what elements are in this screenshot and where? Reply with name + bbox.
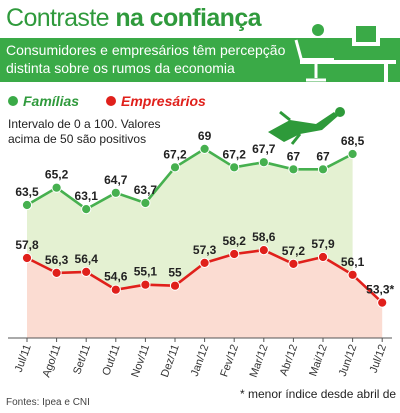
familias-point (140, 197, 151, 209)
x-tick-label: Dez/11 (159, 343, 182, 379)
empresarios-value-label: 57,8 (15, 238, 39, 252)
empresarios-point (81, 266, 92, 277)
flying-person-illustration (268, 107, 345, 145)
empresarios-value-label: 58,6 (252, 230, 276, 244)
empresarios-point (258, 245, 269, 256)
x-tick-label: Out/11 (100, 343, 122, 377)
empresarios-value-label: 53,3* (366, 283, 394, 297)
empresarios-point (169, 280, 181, 291)
familias-value-label: 67,2 (163, 147, 187, 161)
familias-value-label: 67,7 (252, 142, 276, 156)
legend-label-empresarios: Empresários (121, 93, 206, 109)
legend: Famílias Empresários (8, 93, 206, 109)
legend-label-familias: Famílias (23, 93, 79, 109)
familias-value-label: 63,7 (134, 183, 158, 197)
familias-value-label: 63,1 (75, 189, 99, 203)
title-part-bold: na confiança (115, 4, 261, 32)
familias-point (21, 199, 33, 211)
empresarios-value-label: 58,2 (223, 234, 247, 248)
x-tick-label: Jun/12 (337, 343, 360, 378)
empresarios-value-label: 54,6 (104, 270, 128, 284)
empresarios-value-label: 57,9 (311, 237, 335, 251)
page-title: Contraste na confiança (6, 4, 262, 33)
title-part-regular: Contraste (6, 4, 116, 32)
empresarios-point (347, 269, 358, 280)
familias-point (81, 204, 92, 215)
chart-note-line-2: acima de 50 são positivos (8, 132, 146, 146)
familias-value-label: 64,7 (104, 173, 128, 187)
x-tick-label: Mai/12 (307, 343, 330, 378)
familias-value-label: 68,5 (341, 134, 365, 148)
subtitle-line-2: distinta sobre os rumos da economia (6, 60, 235, 76)
familias-value-label: 63,5 (15, 185, 39, 199)
empresarios-point (317, 251, 329, 263)
empresarios-value-label: 56,1 (341, 255, 365, 269)
x-tick-label: Jul/11 (13, 343, 34, 374)
empresarios-value-label: 55 (168, 266, 182, 280)
familias-point (51, 182, 62, 193)
legend-swatch-familias (8, 96, 18, 106)
familias-value-label: 65,2 (45, 168, 69, 182)
series-empresarios: 57,8 56,3 56,4 54,6 55,1 55 57,3 58,2 58,6 57,2 57… (15, 230, 395, 338)
x-tick-label: Ago/11 (40, 343, 63, 379)
source: Fontes: Ipea e CNI (6, 397, 90, 408)
familias-point (229, 162, 240, 173)
empresarios-value-label: 57,2 (282, 244, 306, 258)
familias-value-label: 67,2 (223, 147, 247, 161)
empresarios-point (229, 248, 240, 260)
x-tick-label: Jan/12 (189, 343, 212, 378)
empresarios-value-label: 56,3 (45, 253, 69, 267)
x-axis: Jul/11 Ago/11 Set/11 Out/11 Nov/11 Dez/11 Jan/… (8, 337, 392, 379)
familias-value-label: 69 (198, 129, 212, 143)
empresarios-point (288, 258, 299, 269)
empresarios-value-label: 57,3 (193, 243, 217, 257)
x-tick-label: Fev/12 (218, 343, 241, 379)
familias-value-label: 67 (316, 149, 330, 163)
familias-value-label: 67 (287, 149, 301, 163)
office-desk-illustration (294, 22, 396, 82)
empresarios-value-label: 55,1 (134, 265, 158, 279)
empresarios-point (51, 267, 62, 278)
subtitle: Consumidores e empresários têm percepção… (6, 41, 306, 77)
familias-point (110, 187, 121, 198)
x-tick-label: Jul/12 (368, 343, 389, 375)
x-tick-label: Nov/11 (129, 343, 152, 379)
chart-note-line-1: Intervalo de 0 a 100. Valores (8, 117, 161, 131)
empresarios-point (21, 252, 33, 264)
familias-point (199, 143, 210, 154)
familias-point (169, 162, 181, 173)
familias-point (317, 164, 329, 175)
familias-point (347, 148, 358, 160)
empresarios-value-label: 56,4 (75, 252, 99, 266)
x-tick-label: Mar/12 (248, 343, 271, 379)
subtitle-line-1: Consumidores e empresários têm percepção (6, 42, 286, 58)
empresarios-point (377, 297, 388, 308)
familias-point (258, 157, 269, 168)
x-tick-label: Abr/12 (278, 343, 300, 378)
familias-point (288, 164, 299, 175)
empresarios-area (27, 250, 383, 338)
footnote: * menor índice desde abril de 2009 (240, 387, 400, 401)
empresarios-point (110, 284, 121, 295)
x-tick-label: Set/11 (71, 343, 93, 376)
legend-swatch-empresarios (106, 96, 116, 106)
empresarios-point (199, 257, 210, 268)
empresarios-point (140, 279, 151, 290)
